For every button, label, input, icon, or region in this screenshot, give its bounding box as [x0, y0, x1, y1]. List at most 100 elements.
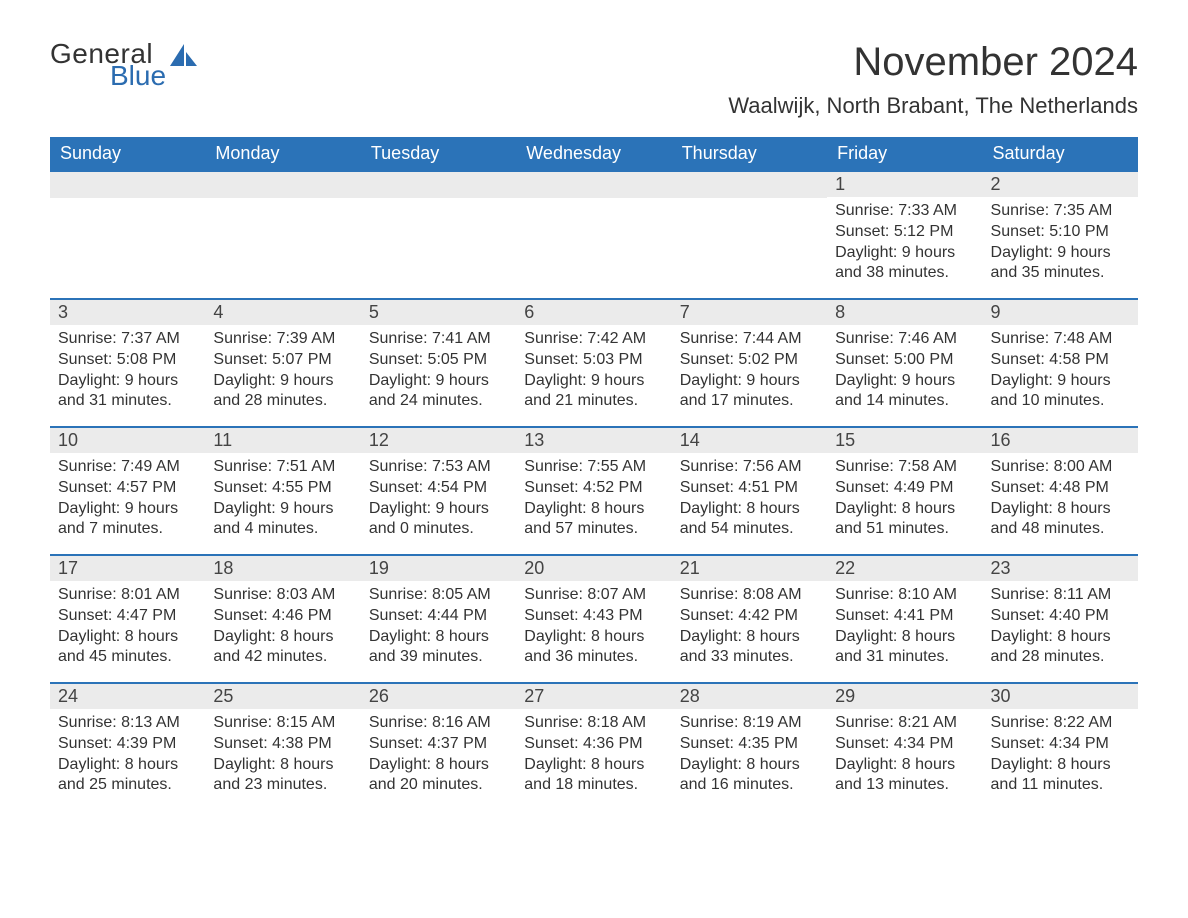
- sunrise-line: Sunrise: 8:08 AM: [680, 585, 819, 606]
- day-number: 5: [361, 298, 516, 325]
- day-body: Sunrise: 7:51 AMSunset: 4:55 PMDaylight:…: [205, 453, 360, 548]
- sunrise-line: Sunrise: 7:41 AM: [369, 329, 508, 350]
- sunset-line: Sunset: 5:07 PM: [213, 350, 352, 371]
- daylight-line: Daylight: 9 hours and 10 minutes.: [991, 371, 1130, 413]
- sunset-line: Sunset: 4:47 PM: [58, 606, 197, 627]
- sunset-line: Sunset: 4:54 PM: [369, 478, 508, 499]
- sunset-line: Sunset: 4:36 PM: [524, 734, 663, 755]
- calendar-cell: 11Sunrise: 7:51 AMSunset: 4:55 PMDayligh…: [205, 426, 360, 554]
- day-body: Sunrise: 8:16 AMSunset: 4:37 PMDaylight:…: [361, 709, 516, 804]
- daylight-line: Daylight: 8 hours and 33 minutes.: [680, 627, 819, 669]
- sunset-line: Sunset: 4:34 PM: [991, 734, 1130, 755]
- day-number: 12: [361, 426, 516, 453]
- calendar-cell: [361, 170, 516, 298]
- daylight-line: Daylight: 8 hours and 20 minutes.: [369, 755, 508, 797]
- weekday-header-row: SundayMondayTuesdayWednesdayThursdayFrid…: [50, 137, 1138, 170]
- sunset-line: Sunset: 4:57 PM: [58, 478, 197, 499]
- day-body: Sunrise: 7:56 AMSunset: 4:51 PMDaylight:…: [672, 453, 827, 548]
- sunrise-line: Sunrise: 7:51 AM: [213, 457, 352, 478]
- sunrise-line: Sunrise: 7:48 AM: [991, 329, 1130, 350]
- sunrise-line: Sunrise: 8:16 AM: [369, 713, 508, 734]
- sunset-line: Sunset: 4:55 PM: [213, 478, 352, 499]
- calendar-cell: 27Sunrise: 8:18 AMSunset: 4:36 PMDayligh…: [516, 682, 671, 810]
- day-number: 9: [983, 298, 1138, 325]
- daylight-line: Daylight: 8 hours and 18 minutes.: [524, 755, 663, 797]
- day-body: Sunrise: 8:21 AMSunset: 4:34 PMDaylight:…: [827, 709, 982, 804]
- calendar-cell: [672, 170, 827, 298]
- location: Waalwijk, North Brabant, The Netherlands: [728, 93, 1138, 119]
- weekday-header: Friday: [827, 137, 982, 170]
- calendar-cell: 7Sunrise: 7:44 AMSunset: 5:02 PMDaylight…: [672, 298, 827, 426]
- calendar-cell: 28Sunrise: 8:19 AMSunset: 4:35 PMDayligh…: [672, 682, 827, 810]
- calendar-table: SundayMondayTuesdayWednesdayThursdayFrid…: [50, 137, 1138, 810]
- daylight-line: Daylight: 8 hours and 57 minutes.: [524, 499, 663, 541]
- calendar-cell: 23Sunrise: 8:11 AMSunset: 4:40 PMDayligh…: [983, 554, 1138, 682]
- day-body: Sunrise: 8:07 AMSunset: 4:43 PMDaylight:…: [516, 581, 671, 676]
- weekday-header: Wednesday: [516, 137, 671, 170]
- day-body: Sunrise: 8:13 AMSunset: 4:39 PMDaylight:…: [50, 709, 205, 804]
- day-number: 19: [361, 554, 516, 581]
- daylight-line: Daylight: 8 hours and 16 minutes.: [680, 755, 819, 797]
- sunrise-line: Sunrise: 8:01 AM: [58, 585, 197, 606]
- sunset-line: Sunset: 4:34 PM: [835, 734, 974, 755]
- calendar-row: 1Sunrise: 7:33 AMSunset: 5:12 PMDaylight…: [50, 170, 1138, 298]
- daylight-line: Daylight: 9 hours and 38 minutes.: [835, 243, 974, 285]
- day-number: 3: [50, 298, 205, 325]
- daylight-line: Daylight: 8 hours and 39 minutes.: [369, 627, 508, 669]
- calendar-cell: [50, 170, 205, 298]
- day-body: Sunrise: 7:39 AMSunset: 5:07 PMDaylight:…: [205, 325, 360, 420]
- calendar-cell: 22Sunrise: 8:10 AMSunset: 4:41 PMDayligh…: [827, 554, 982, 682]
- day-number: 20: [516, 554, 671, 581]
- weekday-header: Sunday: [50, 137, 205, 170]
- daylight-line: Daylight: 9 hours and 21 minutes.: [524, 371, 663, 413]
- daylight-line: Daylight: 9 hours and 17 minutes.: [680, 371, 819, 413]
- day-body: Sunrise: 7:58 AMSunset: 4:49 PMDaylight:…: [827, 453, 982, 548]
- calendar-cell: [205, 170, 360, 298]
- weekday-header: Thursday: [672, 137, 827, 170]
- day-body: Sunrise: 8:10 AMSunset: 4:41 PMDaylight:…: [827, 581, 982, 676]
- day-number: 8: [827, 298, 982, 325]
- day-number: 4: [205, 298, 360, 325]
- sunset-line: Sunset: 5:12 PM: [835, 222, 974, 243]
- sunset-line: Sunset: 4:42 PM: [680, 606, 819, 627]
- daylight-line: Daylight: 8 hours and 45 minutes.: [58, 627, 197, 669]
- logo-text: General Blue: [50, 40, 166, 90]
- day-body: Sunrise: 7:35 AMSunset: 5:10 PMDaylight:…: [983, 197, 1138, 292]
- sunrise-line: Sunrise: 8:10 AM: [835, 585, 974, 606]
- calendar-cell: 8Sunrise: 7:46 AMSunset: 5:00 PMDaylight…: [827, 298, 982, 426]
- day-number: 27: [516, 682, 671, 709]
- daylight-line: Daylight: 9 hours and 28 minutes.: [213, 371, 352, 413]
- day-number: 15: [827, 426, 982, 453]
- day-body: Sunrise: 7:48 AMSunset: 4:58 PMDaylight:…: [983, 325, 1138, 420]
- sail-icon: [170, 44, 198, 68]
- sunrise-line: Sunrise: 8:19 AM: [680, 713, 819, 734]
- day-body: Sunrise: 7:53 AMSunset: 4:54 PMDaylight:…: [361, 453, 516, 548]
- calendar-cell: 24Sunrise: 8:13 AMSunset: 4:39 PMDayligh…: [50, 682, 205, 810]
- day-number: 2: [983, 170, 1138, 197]
- sunset-line: Sunset: 4:39 PM: [58, 734, 197, 755]
- day-body: Sunrise: 7:44 AMSunset: 5:02 PMDaylight:…: [672, 325, 827, 420]
- sunset-line: Sunset: 5:08 PM: [58, 350, 197, 371]
- day-number: 16: [983, 426, 1138, 453]
- day-number: 24: [50, 682, 205, 709]
- sunrise-line: Sunrise: 7:44 AM: [680, 329, 819, 350]
- sunrise-line: Sunrise: 7:37 AM: [58, 329, 197, 350]
- sunrise-line: Sunrise: 8:07 AM: [524, 585, 663, 606]
- day-number: 6: [516, 298, 671, 325]
- day-header-empty: [672, 170, 827, 198]
- daylight-line: Daylight: 8 hours and 36 minutes.: [524, 627, 663, 669]
- sunrise-line: Sunrise: 8:15 AM: [213, 713, 352, 734]
- day-number: 28: [672, 682, 827, 709]
- calendar-cell: 4Sunrise: 7:39 AMSunset: 5:07 PMDaylight…: [205, 298, 360, 426]
- sunset-line: Sunset: 4:38 PM: [213, 734, 352, 755]
- daylight-line: Daylight: 9 hours and 31 minutes.: [58, 371, 197, 413]
- sunset-line: Sunset: 4:37 PM: [369, 734, 508, 755]
- sunrise-line: Sunrise: 8:22 AM: [991, 713, 1130, 734]
- calendar-row: 24Sunrise: 8:13 AMSunset: 4:39 PMDayligh…: [50, 682, 1138, 810]
- sunrise-line: Sunrise: 7:35 AM: [991, 201, 1130, 222]
- sunset-line: Sunset: 4:46 PM: [213, 606, 352, 627]
- daylight-line: Daylight: 9 hours and 14 minutes.: [835, 371, 974, 413]
- calendar-cell: 2Sunrise: 7:35 AMSunset: 5:10 PMDaylight…: [983, 170, 1138, 298]
- calendar-cell: 12Sunrise: 7:53 AMSunset: 4:54 PMDayligh…: [361, 426, 516, 554]
- calendar-cell: 10Sunrise: 7:49 AMSunset: 4:57 PMDayligh…: [50, 426, 205, 554]
